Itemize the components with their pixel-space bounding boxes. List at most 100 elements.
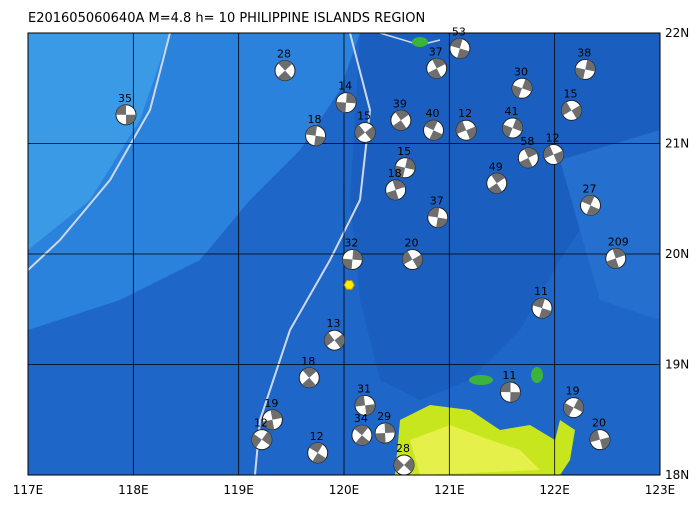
depth-label: 28 [277,48,291,61]
lon-label: 123E [645,483,676,497]
beachball [449,37,471,59]
depth-label: 40 [426,107,440,120]
compression-quadrant [412,254,423,269]
compression-quadrant [405,158,416,171]
beachball [393,454,415,476]
compression-quadrant [305,125,317,136]
lon-label: 118E [118,483,149,497]
compression-quadrant [512,118,523,132]
beachball [351,424,373,446]
compression-quadrant [312,452,327,463]
depth-label: 15 [397,145,411,158]
compression-quadrant [354,425,369,436]
lat-label: 20N [665,247,689,261]
epicenter-marker [343,280,355,290]
compression-quadrant [115,104,126,115]
beachball [579,194,601,216]
compression-quadrant [386,189,399,200]
compression-quadrant [395,110,410,121]
depth-label: 38 [577,46,591,59]
compression-quadrant [606,258,620,269]
compression-quadrant [436,217,448,228]
compression-quadrant [522,78,533,92]
compression-quadrant [427,68,442,79]
depth-label: 11 [534,285,548,298]
depth-label: 27 [582,182,596,195]
lon-label: 117E [13,483,44,497]
compression-quadrant [384,423,396,434]
compression-quadrant [278,60,293,71]
beachball [455,119,477,141]
compression-quadrant [612,248,626,259]
depth-label: 18 [308,113,322,126]
compression-quadrant [488,183,503,194]
compression-quadrant [457,48,470,59]
depth-label: 31 [357,382,371,395]
beachball [324,329,346,351]
depth-label: 35 [118,92,132,105]
compression-quadrant [365,126,376,141]
beachball [374,422,396,444]
compression-quadrant [586,205,600,216]
beachball [354,121,376,143]
beachball [385,179,407,201]
depth-label: 13 [327,317,341,330]
lon-label: 120E [329,483,360,497]
compression-quadrant [510,392,521,403]
compression-quadrant [581,195,595,206]
compression-quadrant [301,377,316,388]
beachball [517,147,539,169]
depth-label: 39 [393,97,407,110]
beachball [307,442,329,464]
compression-quadrant [523,147,538,158]
compression-quadrant [261,431,272,446]
compression-quadrant [512,84,523,98]
beachball [341,249,363,271]
compression-quadrant [277,70,292,81]
compression-quadrant [352,249,363,261]
lat-label: 22N [665,26,689,40]
beachball [394,157,416,179]
compression-quadrant [392,179,406,190]
map-title: E201605060640A M=4.8 h= 10 PHILIPPINE IS… [28,11,425,26]
depth-label: 15 [564,87,578,100]
depth-label: 19 [566,385,580,398]
compression-quadrant [392,120,407,131]
beachball [298,367,320,389]
depth-label: 34 [354,412,368,425]
beachball [605,247,627,269]
compression-quadrant [336,101,347,113]
depth-label: 49 [489,160,503,173]
beachball [543,144,565,166]
depth-label: 14 [338,80,352,93]
depth-label: 37 [430,195,444,208]
compression-quadrant [432,58,446,69]
beachball [335,92,357,114]
compression-quadrant [450,38,463,49]
compression-quadrant [543,145,554,159]
compression-quadrant [346,92,357,104]
beachball [486,172,508,194]
depth-label: 12 [458,107,472,120]
compression-quadrant [502,124,513,138]
depth-label: 18 [388,167,402,180]
depth-label: 12 [254,417,268,430]
beachball [305,125,327,147]
beachball [561,99,583,121]
beachball [563,397,585,419]
compression-quadrant [553,150,564,164]
depth-label: 209 [608,235,629,248]
lat-label: 18N [665,468,689,482]
compression-quadrant [424,120,438,131]
compression-quadrant [402,250,413,265]
compression-quadrant [314,135,326,146]
compression-quadrant [427,207,440,218]
lat-label: 21N [665,137,689,151]
depth-label: 58 [520,135,534,148]
compression-quadrant [324,332,335,347]
beachball [427,207,449,229]
compression-quadrant [251,433,262,448]
depth-label: 18 [301,355,315,368]
compression-quadrant [262,419,275,430]
beachball [499,381,521,403]
